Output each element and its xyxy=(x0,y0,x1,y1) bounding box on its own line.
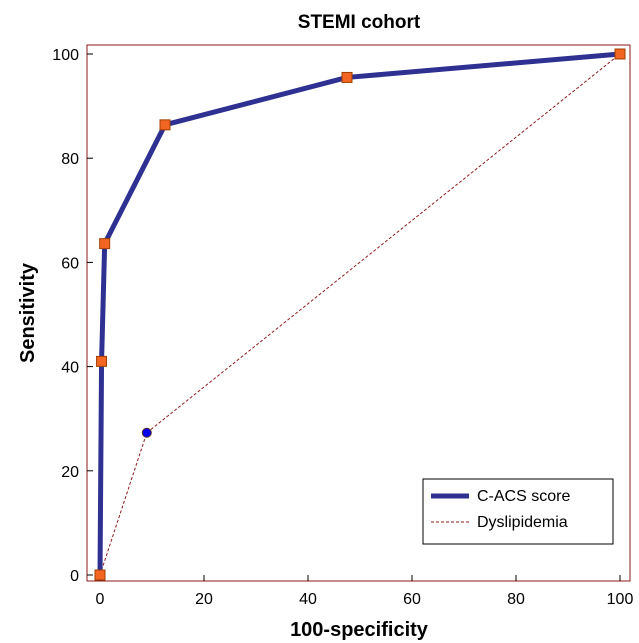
legend-box xyxy=(422,478,614,545)
x-axis-title: 100-specificity xyxy=(290,619,429,641)
chart-title: STEMI cohort xyxy=(298,12,421,33)
x-tick-label: 20 xyxy=(195,591,213,608)
y-tick-label: 100 xyxy=(52,47,79,64)
data-point-c-acs-score xyxy=(159,119,171,131)
x-tick-label: 0 xyxy=(96,591,105,608)
plot-area-frame xyxy=(86,44,631,582)
x-tick-label: 80 xyxy=(507,591,525,608)
series-line-c-acs-score xyxy=(97,51,621,576)
y-tick-label: 0 xyxy=(70,568,79,585)
legend-label-dyslipidemia: Dyslipidemia xyxy=(477,514,568,531)
y-tick-label: 20 xyxy=(61,464,79,481)
x-tick-label: 100 xyxy=(607,591,634,608)
y-tick-label: 40 xyxy=(61,360,79,377)
legend: C-ACS score Dyslipidemia xyxy=(422,478,614,545)
data-point-dyslipidemia xyxy=(141,427,152,438)
y-axis: 0 20 40 60 80 100 xyxy=(52,47,93,585)
x-axis: 0 20 40 60 80 100 xyxy=(96,575,634,608)
series-layer xyxy=(94,48,626,581)
data-point-c-acs-score xyxy=(96,355,108,367)
y-axis-title: Sensitivity xyxy=(17,262,39,363)
legend-label-c-acs-score: C-ACS score xyxy=(477,488,570,505)
y-tick-label: 60 xyxy=(61,255,79,272)
y-tick-label: 80 xyxy=(61,151,79,168)
x-tick-label: 40 xyxy=(299,591,317,608)
x-tick-label: 60 xyxy=(403,591,421,608)
data-point-c-acs-score xyxy=(614,48,626,60)
data-point-c-acs-score xyxy=(94,569,106,581)
data-point-c-acs-score xyxy=(341,71,353,83)
data-point-c-acs-score xyxy=(99,238,111,250)
